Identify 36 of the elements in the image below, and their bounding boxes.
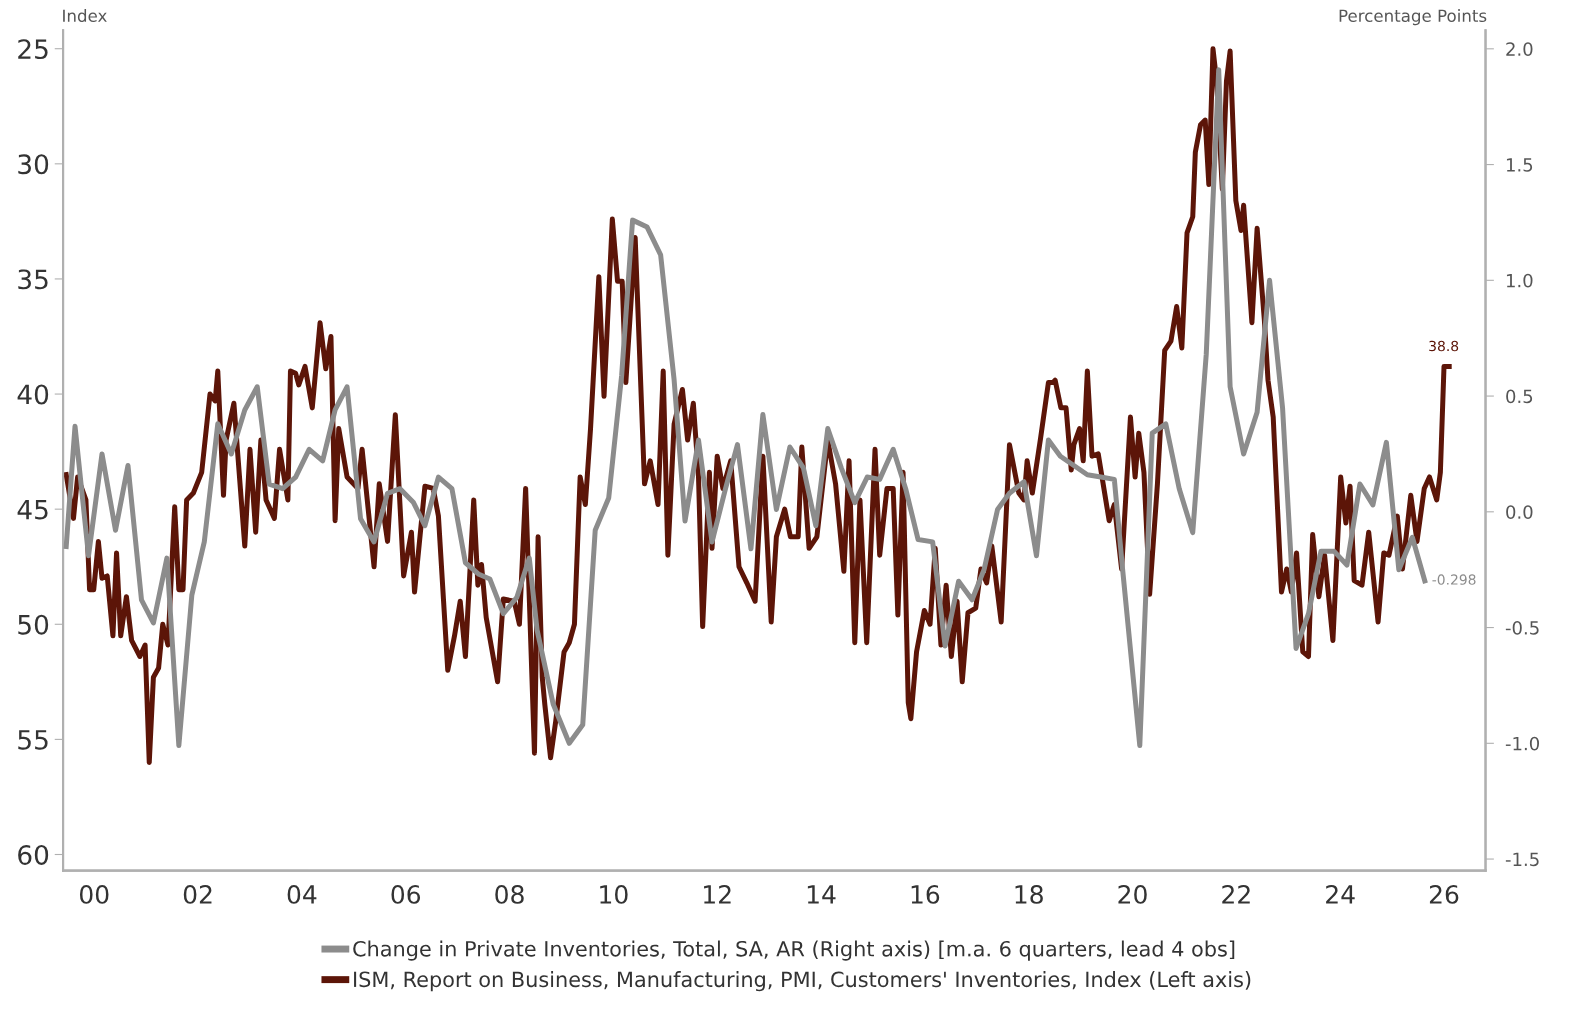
y2-tick-label: -1.5 bbox=[1505, 852, 1539, 867]
x-tick-label: 08 bbox=[495, 884, 524, 904]
y-tick-label: 25 bbox=[18, 39, 48, 60]
y2-tick-label: 0.0 bbox=[1506, 505, 1533, 519]
legend-label: ISM, Report on Business, Manufacturing, PMI, Customers' Inventories, Index (Left axis) bbox=[354, 971, 1251, 992]
x-tick-label: 14 bbox=[807, 885, 836, 904]
y-tick-label: 60 bbox=[18, 844, 49, 865]
y2-tick-label: -0.5 bbox=[1505, 621, 1539, 635]
x-tick-label: 06 bbox=[391, 884, 421, 904]
y-tick-label: 55 bbox=[18, 730, 48, 750]
y2-axis-title: Percentage Points bbox=[1339, 9, 1487, 26]
x-tick-label: 26 bbox=[1429, 884, 1459, 904]
y-axis-title: Index bbox=[63, 9, 107, 23]
y2-tick-label: 0.5 bbox=[1506, 389, 1533, 404]
x-tick-label: 20 bbox=[1118, 884, 1147, 904]
legend-label: Change in Private Inventories, Total, SA, AR (Right axis) [m.a. 6 quarters, lead 4 obs] bbox=[353, 940, 1235, 961]
x-tick-label: 18 bbox=[1015, 884, 1043, 904]
x-tick-label: 24 bbox=[1326, 884, 1355, 904]
y-tick-label: 30 bbox=[18, 154, 49, 175]
y2-tick-label: 2.0 bbox=[1506, 42, 1533, 56]
x-tick-label: 00 bbox=[79, 884, 109, 904]
y-tick-label: 50 bbox=[18, 614, 49, 635]
x-tick-label: 12 bbox=[704, 884, 731, 904]
y-tick-label: 40 bbox=[17, 384, 49, 405]
x-tick-label: 02 bbox=[183, 884, 212, 904]
data-label: -0.298 bbox=[1432, 574, 1476, 585]
y-tick-label: 35 bbox=[18, 269, 48, 290]
y2-tick-label: -1.0 bbox=[1505, 736, 1540, 751]
y-tick-label: 45 bbox=[17, 499, 48, 520]
data-label: 38.8 bbox=[1429, 340, 1459, 352]
x-tick-label: 16 bbox=[911, 884, 940, 904]
y2-tick-label: 1.5 bbox=[1506, 158, 1533, 172]
x-tick-label: 04 bbox=[287, 884, 317, 904]
y2-tick-label: 1.0 bbox=[1506, 273, 1533, 288]
x-tick-label: 10 bbox=[600, 884, 628, 904]
x-tick-label: 22 bbox=[1222, 884, 1250, 904]
